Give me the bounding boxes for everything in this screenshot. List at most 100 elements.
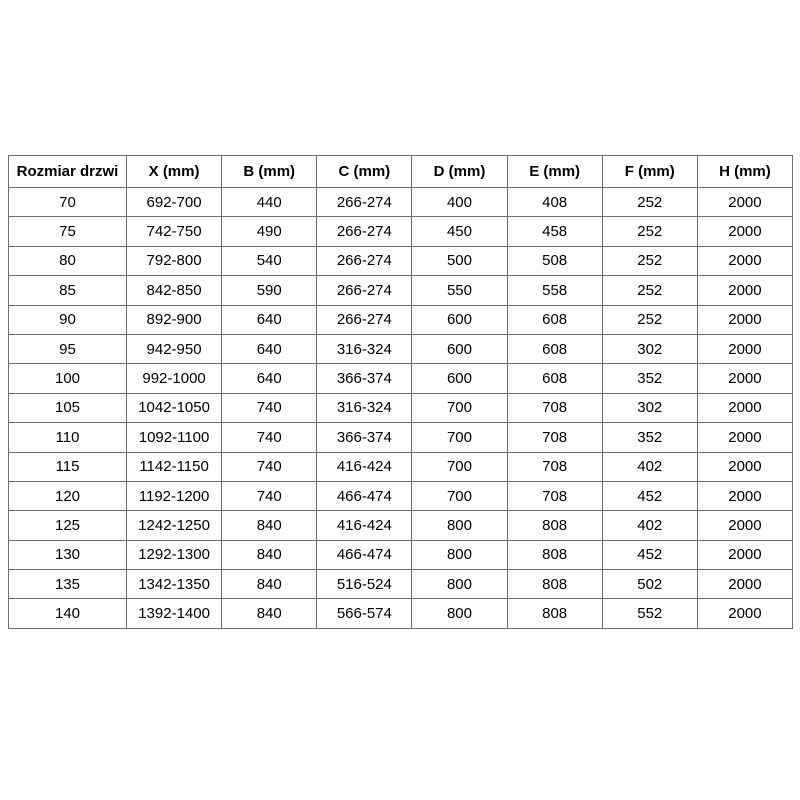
table-cell: 2000 [696, 451, 794, 482]
table-cell: 2000 [696, 216, 794, 247]
table-cell: 692-700 [125, 186, 223, 218]
table-cell: 640 [221, 363, 318, 394]
table-cell: 130 [8, 539, 127, 571]
table-cell: 2000 [696, 598, 794, 629]
table-cell: 70 [8, 186, 127, 218]
table-row: 110 1092-1100 740 366-374 700 708 352 2000 [8, 422, 794, 453]
table-cell: 942-950 [125, 333, 223, 365]
table-row: 95 942-950 640 316-324 600 608 302 2000 [8, 333, 794, 365]
table-cell: 740 [221, 392, 318, 424]
table-cell: 2000 [696, 363, 794, 394]
table-row: 140 1392-1400 840 566-574 800 808 552 2000 [8, 598, 794, 629]
table-cell: 840 [221, 598, 318, 629]
table-cell: 708 [506, 480, 603, 512]
column-header: H (mm) [696, 155, 794, 188]
table-cell: 800 [411, 539, 508, 571]
table-row: 70 692-700 440 266-274 400 408 252 2000 [8, 186, 794, 218]
table-row: 115 1142-1150 740 416-424 700 708 402 2000 [8, 451, 794, 482]
table-cell: 808 [506, 510, 603, 541]
table-cell: 1142-1150 [125, 451, 223, 482]
table-cell: 808 [506, 569, 603, 600]
table-cell: 110 [8, 422, 127, 453]
table-cell: 352 [601, 422, 698, 453]
table-cell: 416-424 [316, 451, 413, 482]
table-cell: 700 [411, 451, 508, 482]
table-cell: 135 [8, 569, 127, 600]
table-cell: 892-900 [125, 304, 223, 335]
table-cell: 516-524 [316, 569, 413, 600]
table-cell: 1042-1050 [125, 392, 223, 424]
table-cell: 85 [8, 275, 127, 306]
table-row: 90 892-900 640 266-274 600 608 252 2000 [8, 304, 794, 335]
table-cell: 100 [8, 363, 127, 394]
table-cell: 105 [8, 392, 127, 424]
table-row: 135 1342-1350 840 516-524 800 808 502 2000 [8, 569, 794, 600]
table-cell: 600 [411, 333, 508, 365]
table-cell: 742-750 [125, 216, 223, 247]
table-cell: 402 [601, 451, 698, 482]
table-row: 85 842-850 590 266-274 550 558 252 2000 [8, 275, 794, 306]
table-cell: 95 [8, 333, 127, 365]
table-cell: 700 [411, 480, 508, 512]
table-cell: 252 [601, 245, 698, 277]
table-row: 120 1192-1200 740 466-474 700 708 452 2000 [8, 480, 794, 512]
table-body: 70 692-700 440 266-274 400 408 252 2000 75 742-75… [8, 186, 794, 629]
table-cell: 490 [221, 216, 318, 247]
table-cell: 115 [8, 451, 127, 482]
table-cell: 2000 [696, 510, 794, 541]
table-cell: 80 [8, 245, 127, 277]
table-cell: 740 [221, 422, 318, 453]
table-cell: 366-374 [316, 363, 413, 394]
table-cell: 302 [601, 333, 698, 365]
table-cell: 75 [8, 216, 127, 247]
table-cell: 1392-1400 [125, 598, 223, 629]
table-cell: 252 [601, 304, 698, 335]
size-table: Rozmiar drzwi X (mm) B (mm) C (mm) D (mm) E (… [8, 155, 794, 629]
table-cell: 792-800 [125, 245, 223, 277]
column-header: D (mm) [411, 155, 508, 188]
column-header: C (mm) [316, 155, 413, 188]
table-cell: 566-574 [316, 598, 413, 629]
table-cell: 550 [411, 275, 508, 306]
table-cell: 452 [601, 480, 698, 512]
table-cell: 590 [221, 275, 318, 306]
column-header: B (mm) [221, 155, 318, 188]
table-cell: 2000 [696, 392, 794, 424]
table-cell: 500 [411, 245, 508, 277]
table-cell: 352 [601, 363, 698, 394]
table-cell: 740 [221, 451, 318, 482]
table-cell: 316-324 [316, 392, 413, 424]
header-row: Rozmiar drzwi X (mm) B (mm) C (mm) D (mm) E (… [8, 155, 794, 188]
table-cell: 2000 [696, 422, 794, 453]
table-row: 100 992-1000 640 366-374 600 608 352 2000 [8, 363, 794, 394]
table-cell: 1092-1100 [125, 422, 223, 453]
table-cell: 2000 [696, 275, 794, 306]
table-cell: 2000 [696, 333, 794, 365]
table-cell: 700 [411, 422, 508, 453]
table-cell: 552 [601, 598, 698, 629]
table-cell: 558 [506, 275, 603, 306]
table-cell: 808 [506, 598, 603, 629]
table-cell: 608 [506, 333, 603, 365]
table-cell: 266-274 [316, 245, 413, 277]
table-cell: 600 [411, 304, 508, 335]
table-cell: 90 [8, 304, 127, 335]
table-cell: 840 [221, 510, 318, 541]
table-cell: 842-850 [125, 275, 223, 306]
table-row: 125 1242-1250 840 416-424 800 808 402 2000 [8, 510, 794, 541]
table-cell: 640 [221, 304, 318, 335]
table-cell: 800 [411, 510, 508, 541]
table-cell: 450 [411, 216, 508, 247]
column-header: X (mm) [125, 155, 223, 188]
table-cell: 125 [8, 510, 127, 541]
table-row: 80 792-800 540 266-274 500 508 252 2000 [8, 245, 794, 277]
table-cell: 708 [506, 451, 603, 482]
table-cell: 508 [506, 245, 603, 277]
table-cell: 700 [411, 392, 508, 424]
column-header: F (mm) [601, 155, 698, 188]
table-cell: 366-374 [316, 422, 413, 453]
table-cell: 708 [506, 392, 603, 424]
table-cell: 266-274 [316, 186, 413, 218]
table-row: 105 1042-1050 740 316-324 700 708 302 2000 [8, 392, 794, 424]
